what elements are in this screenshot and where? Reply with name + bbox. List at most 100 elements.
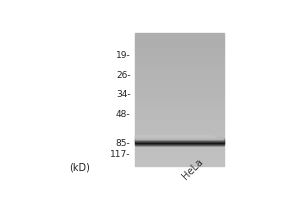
Bar (135, 109, 224, 110)
Bar (135, 113, 224, 114)
Bar (135, 82, 224, 84)
Bar (135, 89, 224, 90)
Bar (135, 103, 224, 105)
Bar (135, 144, 224, 146)
Bar (135, 66, 224, 68)
Bar (135, 86, 224, 88)
Bar (135, 115, 224, 117)
Bar (135, 160, 224, 162)
Bar (135, 118, 224, 119)
Bar (135, 50, 224, 52)
Bar (135, 148, 224, 150)
Bar (135, 154, 224, 155)
Bar (135, 164, 224, 166)
Bar (135, 134, 224, 135)
Bar (135, 127, 224, 129)
Bar (135, 90, 224, 92)
Bar (135, 37, 224, 39)
Bar (135, 142, 224, 143)
Bar (135, 107, 224, 109)
Text: 34-: 34- (116, 90, 130, 99)
Bar (135, 60, 224, 61)
Text: 26-: 26- (116, 71, 130, 80)
Bar (135, 123, 224, 125)
Bar (135, 74, 224, 76)
Text: (kD): (kD) (69, 162, 90, 172)
Bar (135, 43, 224, 44)
Bar (135, 78, 224, 80)
Bar (135, 155, 224, 156)
Bar (135, 97, 224, 98)
Bar (135, 159, 224, 160)
Bar (135, 76, 224, 77)
Bar (135, 110, 224, 111)
Bar (135, 65, 224, 66)
Bar (135, 156, 224, 158)
Bar (135, 130, 224, 131)
Bar (135, 131, 224, 133)
Bar (135, 117, 224, 118)
Bar (135, 111, 224, 113)
Bar (135, 114, 224, 115)
Bar (135, 77, 224, 78)
Bar (135, 146, 224, 147)
Bar (135, 137, 218, 138)
Bar (135, 72, 224, 73)
Bar (135, 137, 219, 138)
Bar (135, 41, 224, 43)
Bar (135, 143, 224, 144)
Bar (135, 129, 224, 130)
Bar (135, 138, 224, 139)
Bar (135, 57, 224, 58)
Bar (135, 64, 224, 65)
Bar (135, 151, 224, 152)
Bar (135, 119, 224, 121)
Bar (135, 44, 224, 45)
Bar (135, 54, 224, 56)
Bar (135, 61, 224, 62)
Bar (135, 49, 224, 50)
Bar (135, 125, 224, 126)
Bar (135, 69, 224, 70)
Bar (135, 105, 224, 106)
Bar (135, 94, 224, 95)
Bar (135, 45, 224, 46)
Bar (135, 33, 224, 35)
Bar (135, 135, 224, 137)
Bar (135, 84, 224, 85)
Bar (135, 141, 224, 142)
Text: 117-: 117- (110, 150, 130, 159)
Bar (135, 101, 224, 102)
Bar (135, 138, 222, 139)
Bar (135, 162, 224, 163)
Bar (135, 93, 224, 94)
Bar (135, 36, 224, 37)
Bar (135, 163, 224, 164)
Bar (135, 138, 223, 139)
Bar (135, 35, 224, 36)
Bar (135, 88, 224, 89)
Text: 48-: 48- (116, 110, 130, 119)
Bar (135, 62, 224, 64)
Bar (135, 133, 224, 134)
Bar (135, 53, 224, 54)
Bar (135, 81, 224, 82)
Bar (135, 158, 224, 159)
Bar (135, 122, 224, 123)
Text: HeLa: HeLa (181, 156, 205, 181)
Bar (135, 136, 215, 137)
Bar (135, 73, 224, 74)
Bar (135, 52, 224, 53)
Bar (135, 152, 224, 154)
Bar (135, 121, 224, 122)
Bar (135, 56, 224, 57)
Bar (135, 139, 224, 141)
Bar (135, 40, 224, 41)
Bar (135, 137, 224, 138)
Bar (135, 39, 224, 40)
Bar (135, 70, 224, 72)
Bar (135, 126, 224, 127)
Bar (135, 99, 224, 101)
Bar (135, 58, 224, 60)
Bar (135, 98, 224, 99)
